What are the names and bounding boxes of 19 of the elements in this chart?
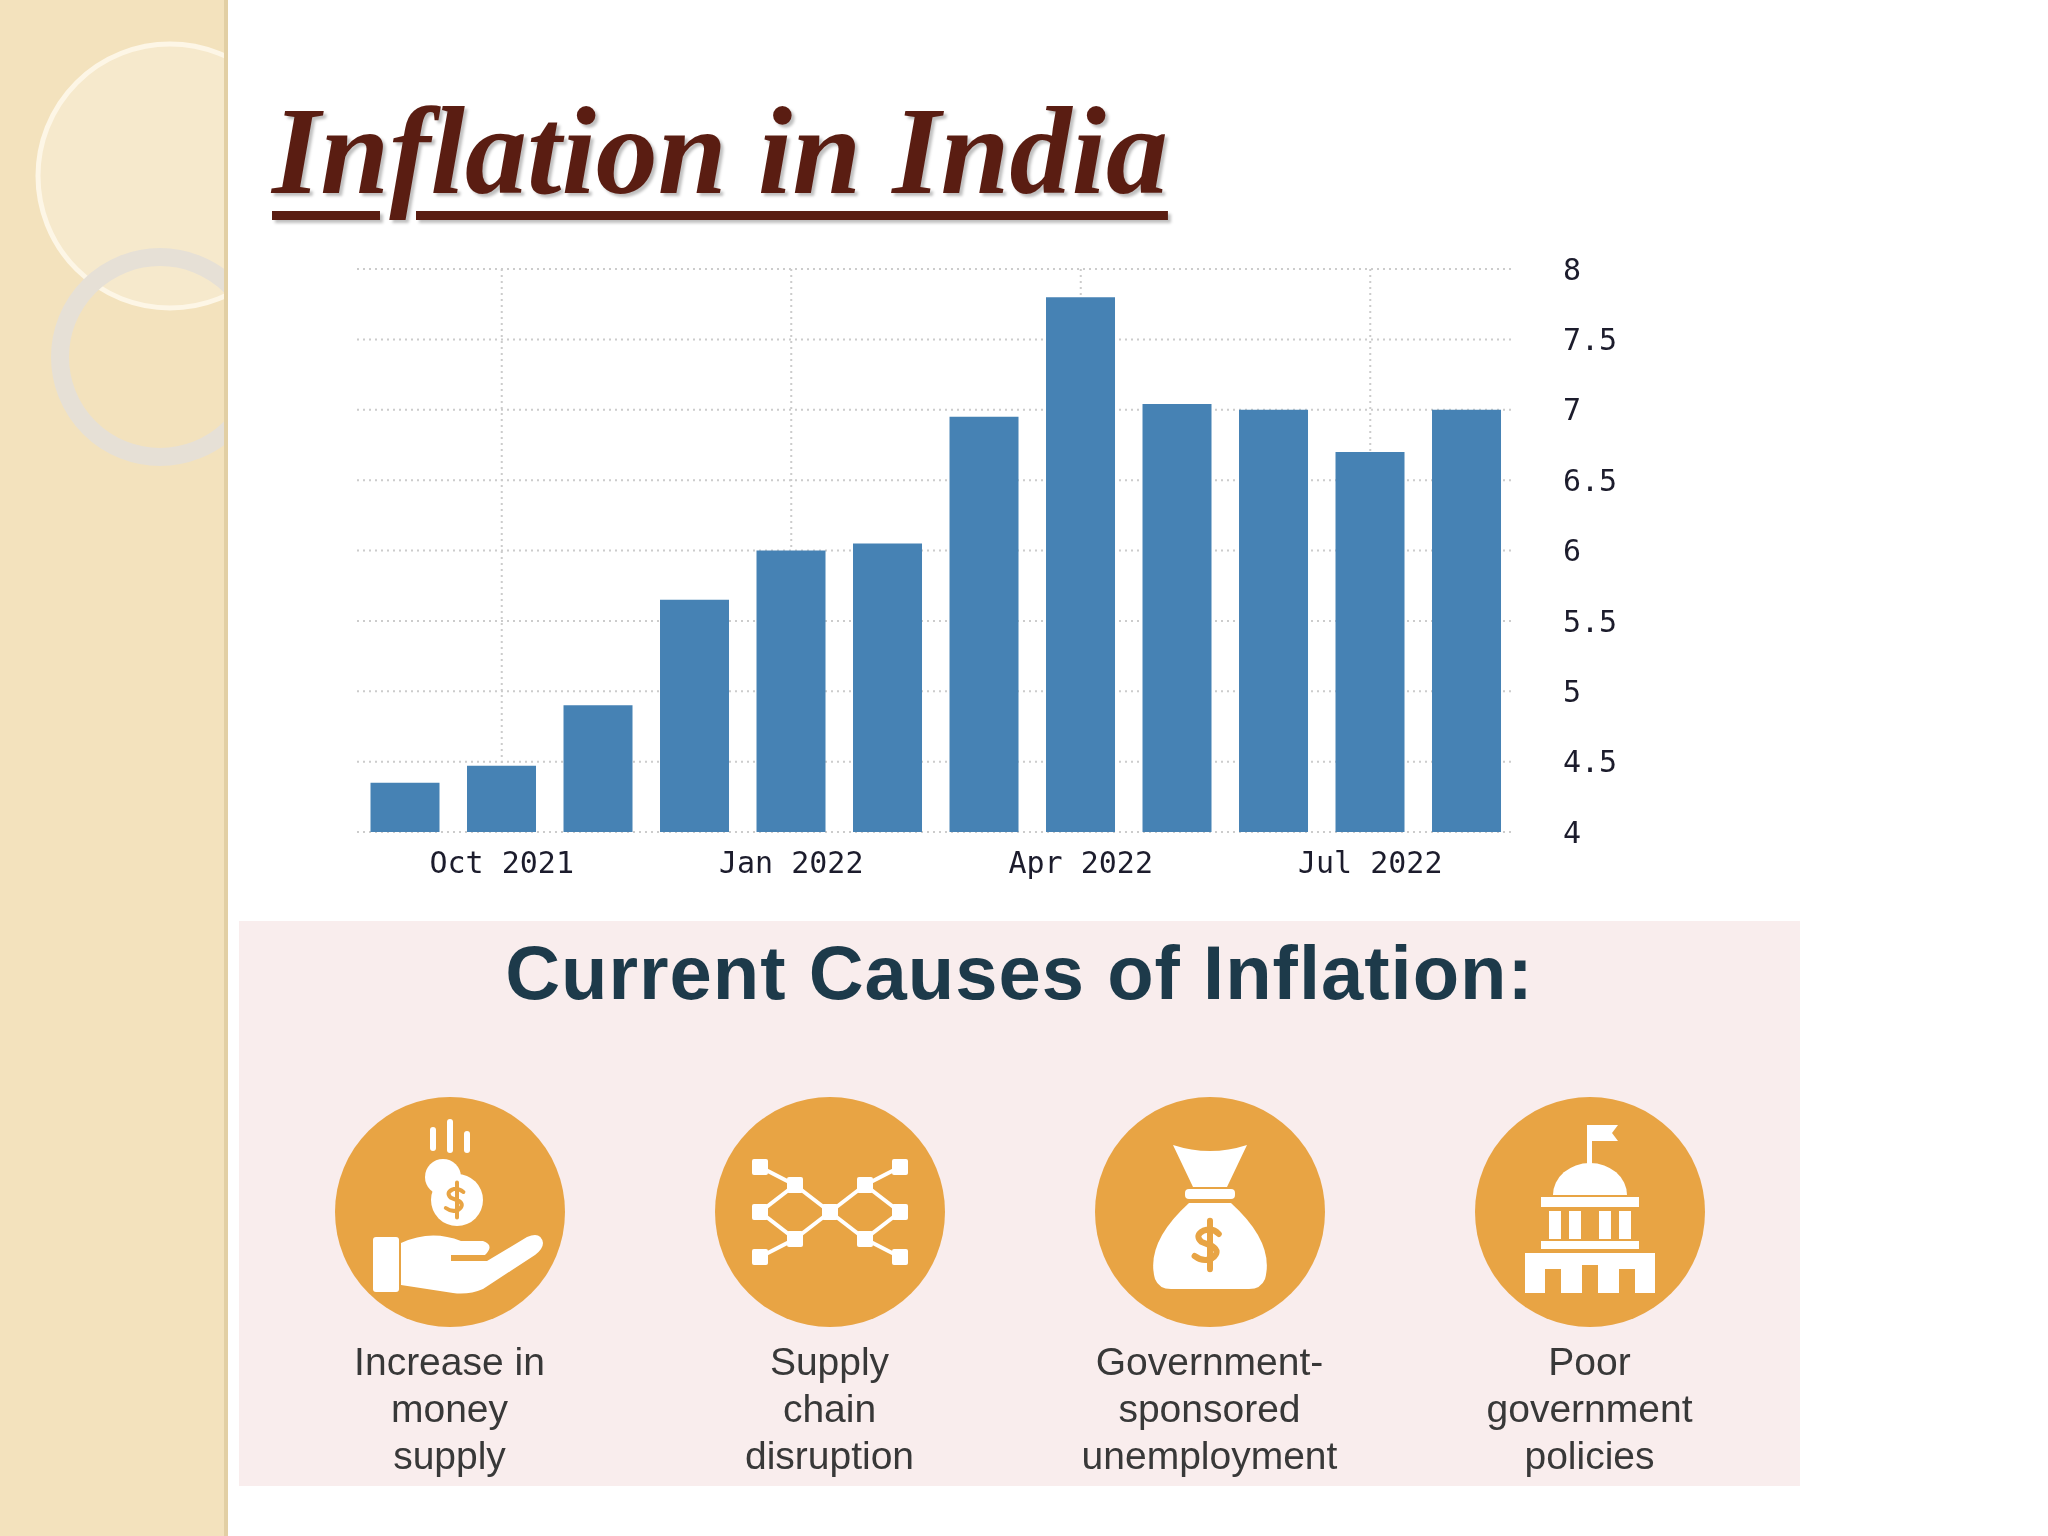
x-tick-label: Oct 2021 [429, 845, 574, 881]
y-tick-label: 8 [1563, 251, 1582, 287]
x-tick-label: Jul 2022 [1298, 845, 1443, 881]
y-tick-label: 7.5 [1563, 322, 1618, 358]
y-tick-label: 7 [1563, 392, 1582, 428]
text: Supply chain disruption [743, 1339, 916, 1479]
y-tick-label: 6.5 [1563, 462, 1618, 498]
text: Government- sponsored unemployment [1080, 1339, 1339, 1479]
x-tick-label: Jan 2022 [719, 845, 864, 881]
x-tick-label: Apr 2022 [1008, 845, 1153, 881]
text: Poor government policies [1485, 1339, 1694, 1479]
chart-title: Inflation in India [272, 82, 1168, 222]
y-tick-label: 4.5 [1563, 744, 1618, 780]
y-tick-label: 4 [1563, 814, 1582, 850]
text: Current Causes of Inflation: [504, 929, 1535, 1017]
text: Increase in money supply [353, 1339, 546, 1479]
y-tick-label: 6 [1563, 533, 1582, 569]
y-tick-label: 5.5 [1563, 603, 1618, 639]
y-tick-label: 5 [1563, 673, 1582, 709]
